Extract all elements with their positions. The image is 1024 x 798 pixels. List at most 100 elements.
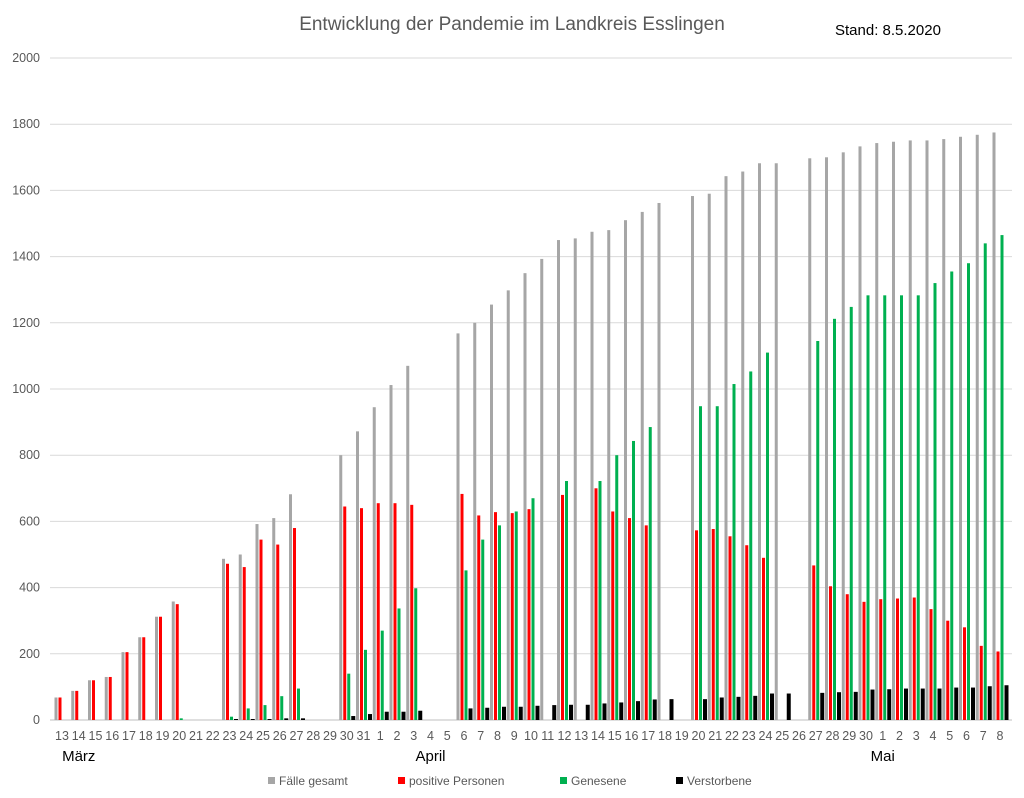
bar-fälle-gesamt [557, 240, 560, 721]
bar-positive-personen [108, 676, 112, 720]
bar-genesene [648, 427, 652, 720]
bar-verstorbene [703, 699, 707, 720]
bar-genesene [849, 306, 853, 720]
bar-verstorbene [904, 688, 908, 720]
x-tick-label: 26 [273, 729, 287, 743]
bar-genesene [598, 481, 602, 720]
bar-verstorbene [1004, 685, 1009, 720]
bar-fälle-gesamt [808, 158, 812, 721]
bar-verstorbene [384, 711, 389, 720]
bar-fälle-gesamt [339, 455, 343, 720]
bar-fälle-gesamt [171, 601, 175, 720]
bar-verstorbene [267, 719, 272, 720]
bar-positive-personen [996, 651, 1000, 720]
bar-positive-personen [477, 515, 481, 720]
bar-genesene [715, 406, 719, 720]
bar-fälle-gesamt [54, 697, 58, 720]
y-tick-label: 1400 [12, 250, 40, 264]
legend-swatch [560, 777, 567, 784]
bar-verstorbene [987, 686, 992, 720]
x-tick-label: 2 [394, 729, 401, 743]
bar-verstorbene [468, 708, 473, 720]
bar-positive-personen [644, 525, 648, 720]
bar-positive-personen [829, 586, 832, 720]
y-tick-label: 600 [19, 514, 40, 528]
x-tick-label: 27 [809, 729, 823, 743]
x-tick-label: 2 [896, 729, 903, 743]
bar-positive-personen [527, 509, 531, 720]
x-tick-label: 5 [444, 729, 451, 743]
bar-verstorbene [786, 693, 791, 720]
bar-verstorbene [535, 705, 540, 720]
bar-positive-personen [711, 529, 715, 720]
bar-fälle-gesamt [104, 676, 108, 720]
x-tick-label: 4 [930, 729, 937, 743]
bar-genesene [514, 511, 518, 720]
x-tick-label: 3 [913, 729, 920, 743]
bar-fälle-gesamt [908, 140, 912, 720]
bar-genesene [179, 718, 183, 720]
bar-fälle-gesamt [121, 652, 125, 720]
legend-label: positive Personen [409, 774, 504, 788]
bar-positive-personen [343, 506, 347, 720]
bar-verstorbene [736, 696, 741, 720]
x-tick-label: 24 [759, 729, 773, 743]
bar-fälle-gesamt [540, 258, 544, 720]
bar-genesene [498, 525, 501, 720]
x-tick-label: 19 [156, 729, 170, 743]
x-tick-label: 25 [256, 729, 270, 743]
bar-fälle-gesamt [506, 290, 510, 720]
bar-fälle-gesamt [473, 322, 477, 720]
y-tick-label: 800 [19, 448, 40, 462]
bar-verstorbene [418, 710, 423, 720]
bar-genesene [833, 318, 836, 720]
x-tick-label: 13 [55, 729, 69, 743]
bar-verstorbene [636, 701, 640, 720]
bar-genesene [1000, 235, 1004, 720]
date-annotation: Stand: 8.5.2020 [835, 22, 941, 39]
x-tick-label: 15 [89, 729, 103, 743]
bar-fälle-gesamt [88, 680, 91, 720]
y-tick-label: 1200 [12, 316, 40, 330]
x-tick-label: 21 [189, 729, 203, 743]
x-tick-label: 21 [708, 729, 722, 743]
bar-fälle-gesamt [640, 211, 644, 721]
bar-fälle-gesamt [456, 333, 460, 720]
x-tick-label: 29 [323, 729, 337, 743]
bar-verstorbene [301, 718, 305, 720]
bar-fälle-gesamt [959, 136, 962, 720]
bar-positive-personen [728, 536, 732, 720]
bar-genesene [933, 283, 937, 720]
bar-genesene [615, 455, 619, 720]
x-tick-label: 30 [340, 729, 354, 743]
bar-positive-personen [494, 512, 497, 720]
bar-verstorbene [887, 689, 892, 720]
bar-fälle-gesamt [774, 163, 778, 720]
bar-positive-personen [594, 488, 598, 720]
x-tick-label: 23 [223, 729, 237, 743]
x-tick-label: 15 [608, 729, 622, 743]
bar-verstorbene [971, 687, 975, 720]
bar-verstorbene [770, 693, 774, 720]
bar-genesene [481, 539, 485, 720]
bar-fälle-gesamt [389, 385, 393, 720]
bar-positive-personen [75, 690, 79, 720]
bar-fälle-gesamt [607, 230, 611, 720]
bar-fälle-gesamt [975, 134, 979, 721]
legend-swatch [268, 777, 275, 784]
bar-fälle-gesamt [707, 193, 711, 720]
bar-positive-personen [879, 599, 883, 720]
bar-positive-personen [92, 680, 95, 720]
bar-fälle-gesamt [406, 365, 410, 720]
x-tick-label: 7 [477, 729, 484, 743]
bar-positive-personen [946, 620, 950, 720]
month-label: März [62, 748, 95, 765]
bar-verstorbene [502, 706, 506, 720]
bar-genesene [364, 649, 367, 720]
bar-positive-personen [175, 604, 179, 720]
x-tick-label: 19 [675, 729, 689, 743]
x-tick-label: 20 [692, 729, 706, 743]
x-tick-label: 18 [139, 729, 153, 743]
x-tick-label: 12 [558, 729, 572, 743]
bar-verstorbene [652, 699, 657, 720]
